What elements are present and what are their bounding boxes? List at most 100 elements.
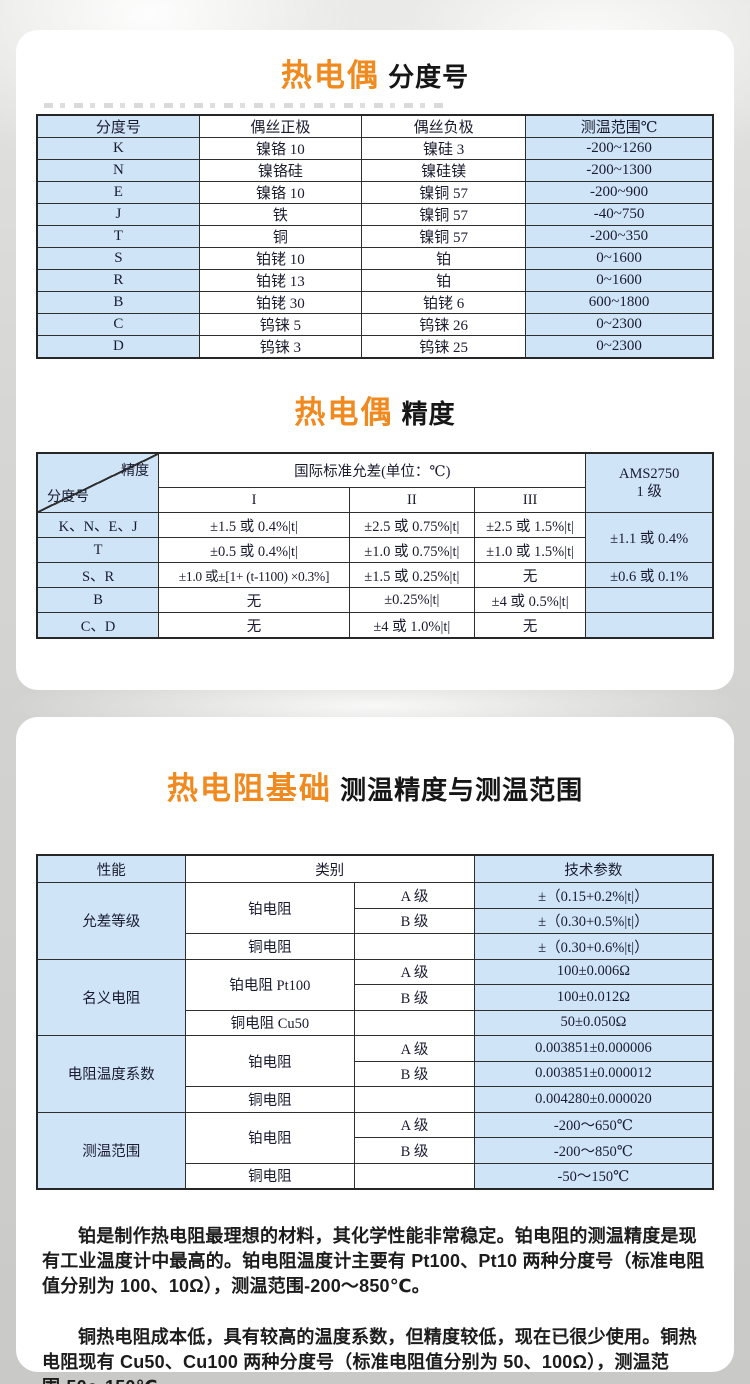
- cell: ±1.0 或±[1+ (t-1100) ×0.3%]: [158, 562, 350, 588]
- header-cell: III: [473, 487, 587, 513]
- rtd-spec-table: 性能 类别 技术参数 允差等级 铂电阻 A 级 ±（0.15+0.2%|t|） …: [36, 854, 714, 1190]
- table-row: B 级 -200～850℃: [37, 1137, 714, 1164]
- header-cell: 类别: [184, 854, 475, 883]
- cell: B 级: [354, 907, 475, 934]
- table-row: 铜电阻 Cu50 50±0.050Ω: [37, 1009, 714, 1036]
- header-cell: 偶丝负极: [360, 114, 527, 138]
- table-header-row: 分度号 偶丝正极 偶丝负极 测温范围℃: [36, 114, 714, 138]
- cell: 铜电阻: [184, 1162, 356, 1190]
- cell: 0~2300: [525, 335, 714, 359]
- header-cell: 偶丝正极: [198, 114, 362, 138]
- header-cell: 技术参数: [473, 854, 714, 883]
- cell: R: [36, 269, 200, 292]
- value-cell: ±（0.15+0.2%|t|）: [473, 882, 714, 909]
- cell: 镍铜 57: [360, 225, 527, 248]
- table-row: 电阻温度系数 铂电阻 A 级 0.003851±0.000006: [36, 1035, 714, 1113]
- group-label-cell: 允差等级: [36, 882, 186, 960]
- cell: B 级: [354, 1137, 475, 1164]
- table-row: J 铁 镍铜 57 -40~750: [36, 203, 714, 226]
- table-row: 铜电阻 -50～150℃: [37, 1162, 714, 1190]
- group-label-cell: 名义电阻: [36, 958, 186, 1036]
- cell: 铂: [360, 269, 527, 292]
- cell: 钨铼 26: [360, 313, 527, 336]
- cell: 铜电阻 Cu50: [184, 1009, 356, 1036]
- thermocouple-panel: 热电偶 分度号 分度号 偶丝正极 偶丝负极 测温范围℃ K 镍铬 10 镍硅 3…: [16, 30, 734, 690]
- value-cell: 50±0.050Ω: [473, 1009, 714, 1036]
- cell: 铜电阻: [184, 1086, 356, 1113]
- title-accent-text: 热电偶: [294, 395, 394, 430]
- cell: -200~1260: [525, 137, 714, 160]
- cell: 铂: [360, 247, 527, 270]
- cell: N: [36, 159, 200, 182]
- value-cell: ±（0.30+0.5%|t|）: [473, 907, 714, 934]
- table-row: C、D 无 ±4 或 1.0%|t| 无: [36, 612, 714, 639]
- cell: 铂电阻: [184, 1111, 356, 1164]
- rtd-panel: 热电阻基础 测温精度与测温范围 性能 类别 技术参数 允差等级 铂电阻 A 级 …: [16, 717, 734, 1384]
- value-cell: -200～850℃: [473, 1137, 714, 1164]
- ams-header-cell: AMS2750 1 级: [585, 452, 714, 513]
- table-row: E 镍铬 10 镍铜 57 -200~900: [36, 181, 714, 204]
- cell: C: [36, 313, 200, 336]
- thermocouple-accuracy-title: 热电偶 精度: [36, 393, 714, 434]
- diagonal-header-cell: 精度 分度号: [36, 452, 160, 513]
- value-cell: 0.003851±0.000012: [473, 1060, 714, 1087]
- thermocouple-accuracy-table: 精度 分度号 国际标准允差(单位：℃) AMS2750 1 级 I II III…: [36, 452, 714, 639]
- platinum-rtd-paragraph: 铂是制作热电阻最理想的材料，其化学性能非常稳定。铂电阻的测温精度是现有工业温度计…: [42, 1226, 705, 1296]
- group-header-cell: 国际标准允差(单位：℃): [158, 452, 587, 488]
- cell: A 级: [354, 882, 475, 909]
- cell: 镍铜 57: [360, 203, 527, 226]
- table-header-row: 性能 类别 技术参数: [36, 854, 714, 883]
- cell: 钨铼 3: [198, 335, 362, 359]
- empty-cell: [354, 1009, 475, 1036]
- cell: ±4 或 0.5%|t|: [473, 587, 587, 613]
- title-accent-text: 热电阻基础: [166, 771, 332, 806]
- cell: 无: [473, 562, 587, 588]
- cell: -40~750: [525, 203, 714, 226]
- table-row: R 铂铑 13 铂 0~1600: [36, 269, 714, 292]
- cell: 铂铑 13: [198, 269, 362, 292]
- ams-line2: 1 级: [636, 484, 662, 500]
- ams-line1: AMS2750: [618, 466, 680, 482]
- cell: 600~1800: [525, 291, 714, 314]
- empty-cell: [585, 612, 714, 639]
- cell: ±2.5 或 0.75%|t|: [348, 512, 475, 538]
- table-row: B 级 0.003851±0.000012: [37, 1060, 714, 1087]
- cell: 铂铑 30: [198, 291, 362, 314]
- title-rest-text: 分度号: [388, 62, 470, 92]
- table-row: N 镍铬硅 镍硅镁 -200~1300: [36, 159, 714, 182]
- table-row: K、N、E、J ±1.5 或 0.4%|t| ±2.5 或 0.75%|t| ±…: [36, 512, 714, 563]
- cell: 无: [158, 587, 350, 613]
- cell: 铜电阻: [184, 933, 356, 960]
- value-cell: 100±0.006Ω: [473, 958, 714, 985]
- row-label-cell: S、R: [36, 562, 160, 588]
- cell: ±1.5 或 0.4%|t|: [158, 512, 350, 538]
- cell: 无: [158, 612, 350, 639]
- title-rest-text: 测温精度与测温范围: [340, 775, 584, 805]
- header-cell: 测温范围℃: [525, 114, 714, 138]
- empty-cell: [354, 1162, 475, 1190]
- cell: 0~1600: [525, 269, 714, 292]
- cell: -200~350: [525, 225, 714, 248]
- table-header-row: 精度 分度号 国际标准允差(单位：℃) AMS2750 1 级: [36, 452, 714, 513]
- table-row: 测温范围 铂电阻 A 级 -200～650℃: [36, 1111, 714, 1190]
- cell: 镍硅 3: [360, 137, 527, 160]
- clipped-text-remnant: [44, 103, 444, 108]
- cell: ±0.5 或 0.4%|t|: [158, 537, 350, 563]
- cell: A 级: [354, 1035, 475, 1062]
- copper-rtd-paragraph: 铜热电阻成本低，具有较高的温度系数，但精度较低，现在已很少使用。铜热电阻现有 C…: [42, 1327, 697, 1384]
- corner-label-accuracy: 精度: [121, 464, 150, 479]
- cell: 镍铬 10: [198, 181, 362, 204]
- thermocouple-graduation-title: 热电偶 分度号: [36, 56, 714, 97]
- cell: ±0.25%|t|: [348, 587, 475, 613]
- cell: B: [36, 291, 200, 314]
- table-row: D 钨铼 3 钨铼 25 0~2300: [36, 335, 714, 359]
- value-cell: 0.003851±0.000006: [473, 1035, 714, 1062]
- cell: 0~2300: [525, 313, 714, 336]
- cell: 镍铜 57: [360, 181, 527, 204]
- value-cell: ±（0.30+0.6%|t|）: [473, 933, 714, 960]
- cell: 镍铬硅: [198, 159, 362, 182]
- group-label-cell: 测温范围: [36, 1111, 186, 1190]
- table-row: S 铂铑 10 铂 0~1600: [36, 247, 714, 270]
- ams-cell: ±0.6 或 0.1%: [585, 562, 714, 588]
